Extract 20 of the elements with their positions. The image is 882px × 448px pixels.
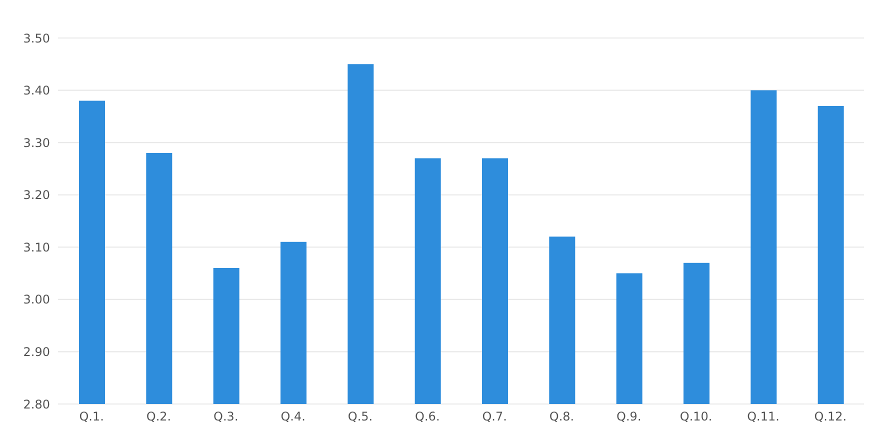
x-tick-label: Q.7. xyxy=(482,410,507,424)
y-tick-label: 2.80 xyxy=(23,397,50,412)
x-tick-label: Q.5. xyxy=(348,410,373,424)
x-tick-label: Q.11. xyxy=(747,410,780,424)
x-tick-label: Q.10. xyxy=(680,410,712,424)
x-tick-label: Q.1. xyxy=(79,410,104,424)
y-tick-label: 3.40 xyxy=(23,84,50,98)
x-tick-label: Q.2. xyxy=(146,410,172,424)
x-tick-label: Q.4. xyxy=(280,410,306,424)
x-tick-label: Q.9. xyxy=(616,410,642,424)
x-tick-label: Q.12. xyxy=(814,410,847,424)
y-tick-label: 3.30 xyxy=(23,136,50,150)
y-tick-label: 3.50 xyxy=(23,31,50,46)
y-tick-label: 3.10 xyxy=(23,240,50,254)
y-tick-label: 2.90 xyxy=(23,344,50,359)
x-tick-label: Q.3. xyxy=(214,410,238,424)
x-tick-label: Q.8. xyxy=(549,410,574,424)
y-tick-label: 3.20 xyxy=(23,188,50,202)
y-tick-label: 3.00 xyxy=(23,292,50,307)
x-tick-label: Q.6. xyxy=(415,410,440,424)
